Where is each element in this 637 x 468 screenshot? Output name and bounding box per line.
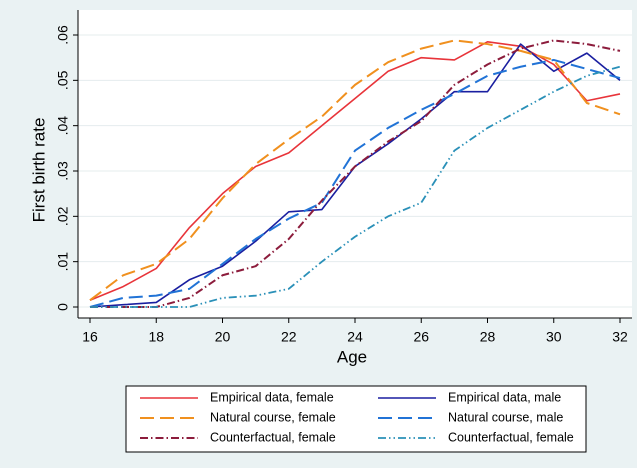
series-line <box>90 65 621 308</box>
y-tick-label: .03 <box>55 161 71 181</box>
plot-area <box>78 10 632 318</box>
y-axis-title: First birth rate <box>29 118 48 223</box>
legend-label: Natural course, male <box>448 410 563 424</box>
series-line <box>89 39 621 301</box>
series-line <box>90 39 621 308</box>
y-tick-label: .06 <box>55 25 71 45</box>
x-tick-label: 16 <box>82 329 98 345</box>
x-tick-label: 30 <box>546 329 562 345</box>
legend-label: Counterfactual, female <box>448 430 574 444</box>
x-tick-label: 26 <box>413 329 429 345</box>
x-tick-label: 28 <box>480 329 496 345</box>
y-tick-label: .05 <box>55 70 71 90</box>
legend-box <box>125 385 587 453</box>
x-axis-title: Age <box>337 347 367 366</box>
y-tick-label: .04 <box>55 116 71 136</box>
y-tick-label: 0 <box>55 303 71 311</box>
x-tick-label: 32 <box>612 329 628 345</box>
x-tick-label: 24 <box>347 329 363 345</box>
legend-label: Counterfactual, female <box>210 430 336 444</box>
legend-label: Empirical data, female <box>210 390 334 404</box>
legend-label: Empirical data, male <box>448 390 561 404</box>
series-line <box>89 58 621 308</box>
x-tick-label: 18 <box>148 329 164 345</box>
x-tick-label: 22 <box>281 329 297 345</box>
y-tick-label: .01 <box>55 252 71 272</box>
x-tick-label: 20 <box>215 329 231 345</box>
legend-label: Natural course, female <box>210 410 336 424</box>
y-tick-label: .02 <box>55 206 71 226</box>
